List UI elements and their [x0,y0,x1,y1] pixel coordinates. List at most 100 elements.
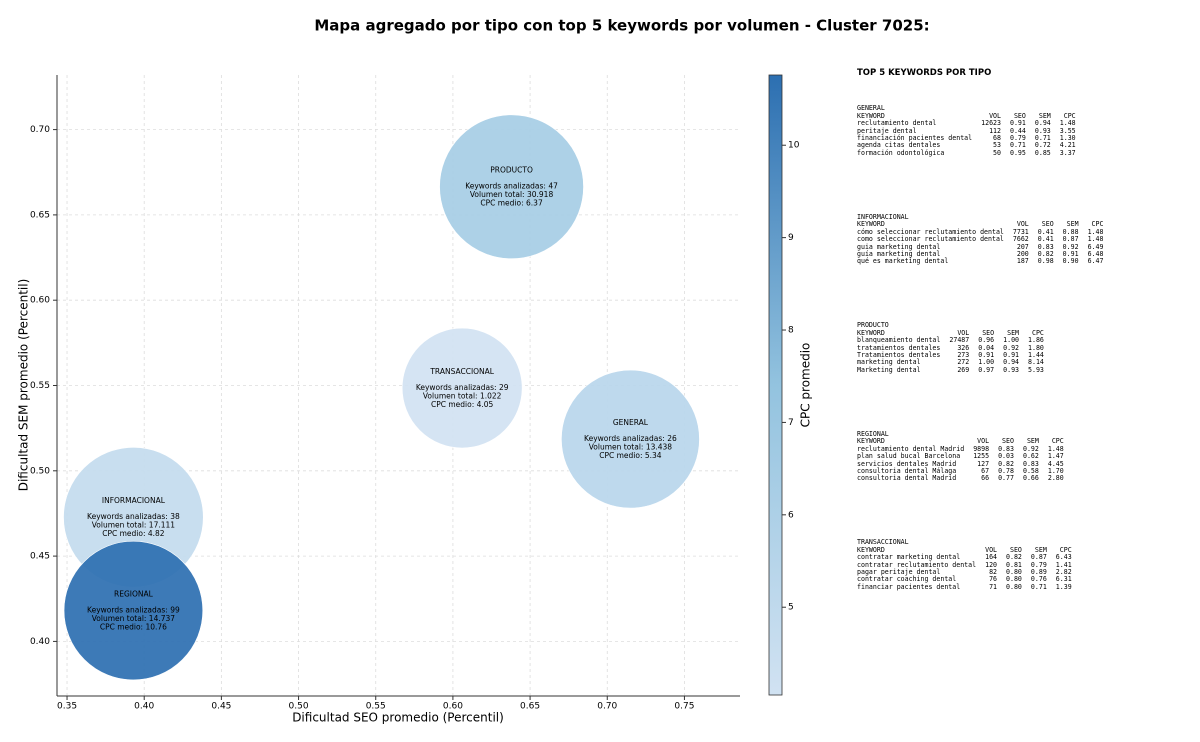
keyword-row: marketing dental 272 1.00 0.94 8.14 [857,358,1047,367]
bubble-annotation: Volumen total: 14.737 [92,614,176,623]
column-header: KEYWORD [857,437,885,446]
keyword-row: como seleccionar reclutamiento dental 766… [857,235,1106,244]
cell: 0.44 [1009,126,1026,135]
cell: 0.82 [1037,249,1054,258]
cell: contratar reclutamiento dental [857,560,977,569]
cell: 0.77 [998,474,1014,483]
y-tick-label: 0.60 [30,296,50,306]
keyword-row: agenda citas dentales 53 0.71 0.72 4.21 [857,141,1079,150]
colorbar-tick-label: 9 [788,233,794,243]
cell: 0.83 [1037,242,1054,251]
keyword-panel: TOP 5 KEYWORDS POR TIPO GENERAL KEYWORD VOL… [857,68,1106,648]
cell: guia marketing dental [857,242,941,251]
cell: 0.90 [1062,257,1079,266]
cell: 0.04 [978,343,995,352]
x-tick-label: 0.45 [211,702,231,712]
bubble-name: PRODUCTO [490,166,533,175]
cell: financiar pacientes dental [857,582,961,591]
cell: 0.87 [1030,553,1047,562]
cell: 0.83 [1022,459,1039,468]
column-header: CPC [1031,328,1044,337]
cell: 1.48 [1087,235,1104,244]
keyword-row: financiación pacientes dental 68 0.79 0.71 1… [857,134,1079,143]
section-name: REGIONAL [857,429,889,438]
colorbar-tick-label: 6 [788,510,794,520]
bubble-annotation: Keywords analizadas: 47 [465,182,558,191]
cell: 0.66 [1022,474,1039,483]
cell: marketing dental [857,358,921,367]
cell: pagar peritaje dental [857,568,941,577]
keyword-row: servicios dentales Madrid 127 0.82 0.83 4.45 [857,459,1067,468]
keyword-row: Marketing dental 269 0.97 0.93 5.93 [857,365,1047,374]
column-header: CPC [1059,545,1072,554]
colorbar-tick-label: 8 [788,326,794,336]
cell: 1.00 [1003,336,1020,345]
cell: 127 [977,459,990,468]
panel-section: TRANSACCIONAL KEYWORD VOL SEO SEM CPC contrata… [857,538,1106,648]
cell: Marketing dental [857,365,921,374]
cell: 2.80 [1047,474,1064,483]
cell: 1.86 [1028,336,1044,345]
cell: 1.30 [1059,134,1076,143]
cell: 1.48 [1087,227,1104,236]
cell: 0.98 [1037,257,1054,266]
cell: plan salud bucal Barcelona [857,452,961,461]
keyword-row: financiar pacientes dental 71 0.80 0.71 1.39 [857,582,1075,591]
cell: 0.91 [1062,249,1079,258]
y-tick-label: 0.50 [30,466,50,476]
cell: 0.79 [1030,560,1047,569]
x-tick-label: 0.65 [520,702,540,712]
cell: 27487 [949,336,970,345]
keyword-row: tratamientos dentales 326 0.04 0.92 1.80 [857,343,1047,352]
bubble-name: GENERAL [613,418,649,427]
keyword-table: KEYWORD VOL SEO SEM CPC reclutamiento dental … [857,437,1067,483]
bubble [561,369,700,509]
keyword-row: cómo seleccionar reclutamiento dental 773… [857,227,1106,236]
header-row: KEYWORD VOL SEO SEM CPC [857,112,1079,120]
column-header: KEYWORD [857,545,885,554]
cell: 1.47 [1047,452,1064,461]
cell: 207 [1016,242,1029,251]
cell: 8.14 [1028,358,1044,367]
cell: servicios dentales Madrid [857,459,957,468]
cell: 1255 [973,452,990,461]
bubble-annotation: Volumen total: 17.111 [92,521,176,530]
cell: 71 [989,582,998,591]
keyword-row: qué es marketing dental 187 0.98 0.90 6.47 [857,257,1106,266]
cell: 0.89 [1030,568,1047,577]
cell: 0.76 [1030,575,1047,584]
cell: 1.41 [1055,560,1072,569]
cell: 0.62 [1022,452,1039,461]
cell: 4.21 [1059,141,1076,150]
column-header: SEO [982,328,995,337]
colorbar-tick-label: 5 [788,603,794,613]
cell: 4.45 [1047,459,1064,468]
panel-section: REGIONAL KEYWORD VOL SEO SEM CPC reclutamiento… [857,429,1106,540]
cell: 0.80 [1006,582,1022,591]
cell: 0.78 [998,466,1014,475]
keyword-row: consultoria dental Málaga 67 0.78 0.58 1.70 [857,466,1067,475]
cell: 0.91 [1003,351,1020,360]
cell: 0.82 [1006,553,1022,562]
cell: 0.91 [1009,119,1026,128]
keyword-row: reclutamiento dental Madrid 9898 0.83 0.92 1… [857,445,1067,453]
bubble-annotation: Keywords analizadas: 99 [87,606,180,615]
column-header: SEM [1007,328,1020,337]
panel-title: TOP 5 KEYWORDS POR TIPO [857,68,992,78]
cell: 326 [957,343,970,352]
cell: reclutamiento dental [857,119,937,128]
cell: como seleccionar reclutamiento dental [857,235,1004,244]
cell: peritaje dental [857,126,917,135]
cell: contratar marketing dental [857,553,961,562]
cell: 273 [957,351,970,360]
bubble-name: INFORMACIONAL [102,496,166,505]
cell: 0.88 [1062,227,1079,236]
cell: 0.85 [1034,148,1051,157]
column-header: SEO [1002,437,1014,446]
x-tick-label: 0.35 [57,702,77,712]
y-tick-label: 0.70 [30,125,50,135]
cell: 0.41 [1037,235,1054,244]
cell: 0.96 [978,336,995,345]
colorbar [768,74,783,696]
bubble-name: TRANSACCIONAL [429,367,494,376]
